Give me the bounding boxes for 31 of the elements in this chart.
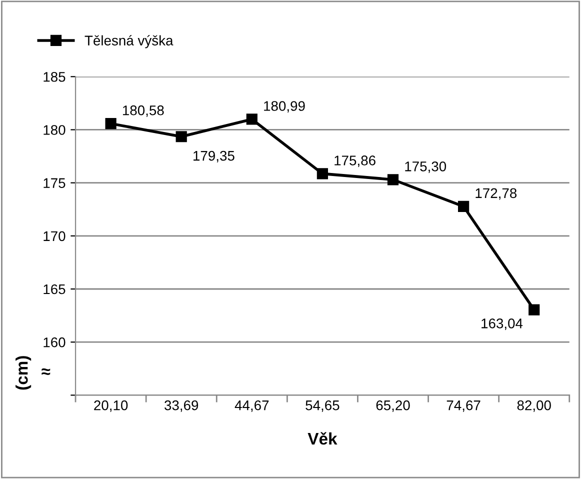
data-label: 175,30 (405, 161, 446, 173)
x-tick-label: 44,67 (234, 400, 269, 412)
x-tick-label: 65,20 (376, 400, 410, 412)
x-tick-label: 74,67 (446, 400, 480, 412)
y-tick-label: 170 (44, 231, 66, 242)
x-tick-label: 20,10 (94, 400, 128, 412)
legend-label: Tělesná výška (84, 35, 174, 48)
data-label: 180,58 (122, 105, 164, 117)
y-axis-title: (cm) (16, 356, 32, 390)
point (316, 168, 328, 180)
y-tick-label: 165 (44, 284, 66, 294)
point (246, 114, 258, 125)
x-axis-title: Věk (308, 432, 338, 445)
x-tick-label: 82,00 (517, 400, 551, 412)
data-label: 163,04 (482, 318, 523, 330)
y-tick-label: 185 (44, 72, 66, 82)
point (528, 304, 540, 316)
point (458, 200, 470, 212)
point (105, 118, 116, 130)
data-label: 175,86 (334, 156, 376, 168)
x-tick-label: 33,69 (164, 400, 198, 412)
text: ≈ (42, 368, 50, 375)
y-tick-label: 180 (44, 125, 66, 135)
y-tick-label: 175 (44, 178, 66, 188)
x-tick-label: 54,65 (306, 400, 340, 412)
data-label: 180,99 (264, 101, 305, 113)
data-label: 172,78 (476, 188, 517, 200)
data-label: 179,35 (194, 150, 234, 162)
point (176, 131, 187, 142)
point (387, 174, 399, 186)
y-tick-label: 160 (44, 337, 66, 348)
